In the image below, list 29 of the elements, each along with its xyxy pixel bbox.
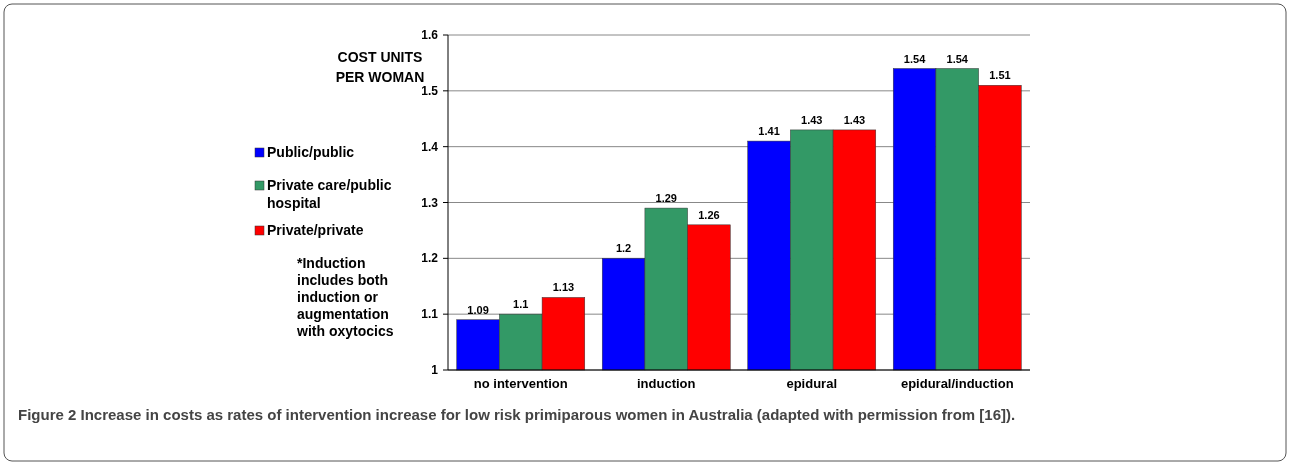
x-tick-label: epidural/induction [900,376,1014,391]
data-label: 1.54 [903,52,927,65]
data-label: 1.54 [946,52,969,65]
y-tick-label: 1 [431,363,439,377]
text: *Induction includes both induction or augmentation with oxytocics [296,255,394,339]
data-label: 1.26 [698,208,720,221]
data-label: 1.51 [989,69,1011,82]
legend-label: Private care/public hospital [267,177,392,211]
y-tick-label: 1.6 [421,28,439,42]
x-tick-label: induction [637,376,696,391]
x-tick-label: no intervention [473,376,568,391]
x-tick-label: epidural [786,376,838,391]
legend-label: Private/private [267,222,364,238]
y-tick-label: 1.2 [421,251,439,266]
y-tick-label: 1.4 [421,139,439,154]
data-label: 1.13 [552,281,575,294]
y-axis-title: COST UNITS PER WOMAN [335,49,425,85]
y-tick-label: 1.3 [421,195,439,210]
legend-label: Public/public [267,144,355,160]
data-label: 1.29 [655,192,677,205]
data-label: 1.2 [615,242,632,255]
caption: Figure 2 Increase in costs as rates of intervention increase for low risk primiparous women in Australia (adapted with permission from [16]). [18,406,1016,423]
y-tick-label: 1.1 [421,307,439,322]
y-tick-label: 1.5 [421,83,439,98]
data-label: 1.09 [467,303,489,316]
data-label: 1.41 [758,125,780,138]
data-label: 1.43 [801,113,823,126]
data-label: 1.1 [513,298,529,311]
data-label: 1.43 [843,113,866,126]
